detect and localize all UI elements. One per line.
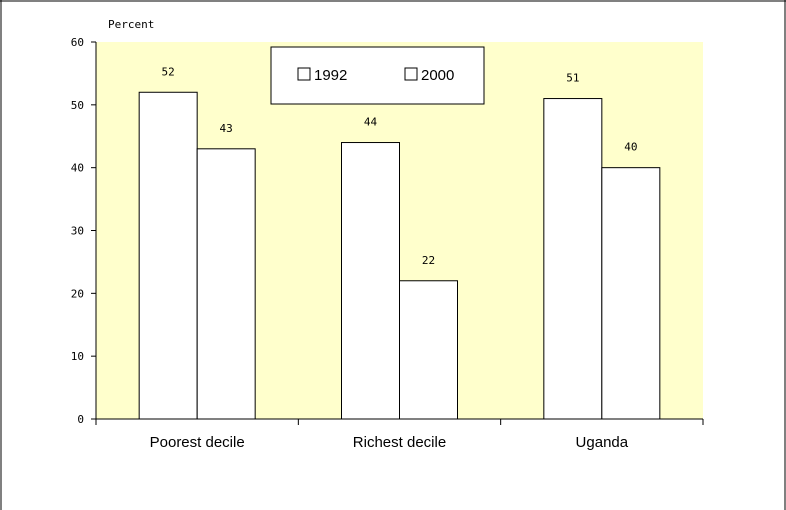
y-tick-label: 0 <box>77 413 84 426</box>
data-labels: 52 43 44 22 51 40 <box>162 65 638 267</box>
data-label: 40 <box>624 141 637 154</box>
bars <box>138 91 661 420</box>
y-tick-label: 20 <box>71 287 84 300</box>
legend-entry: 2000 <box>421 67 454 84</box>
bar-1992-1 <box>341 142 400 420</box>
x-axis: Poorest decile Richest decile Uganda <box>95 418 704 451</box>
data-label: 43 <box>220 122 233 135</box>
bar-1992-2 <box>543 98 603 420</box>
legend-entry: 1992 <box>314 67 347 84</box>
y-tick-label: 60 <box>71 36 84 49</box>
y-tick-label: 50 <box>71 99 84 112</box>
x-category-label: Poorest decile <box>150 434 245 451</box>
legend: 1992 2000 <box>270 46 485 105</box>
y-axis-label: Percent <box>108 18 154 31</box>
legend-swatch <box>404 67 418 81</box>
x-category-label: Richest decile <box>353 434 446 451</box>
y-tick-label: 40 <box>71 162 84 175</box>
bar-2000-1 <box>399 280 458 420</box>
data-label: 51 <box>566 72 579 85</box>
bar-2000-0 <box>196 148 256 420</box>
legend-swatch <box>297 67 311 81</box>
data-label: 22 <box>422 254 435 267</box>
y-tick-label: 10 <box>71 350 84 363</box>
x-category-label: Uganda <box>576 434 629 451</box>
y-tick-label: 30 <box>71 225 84 238</box>
y-axis: 0 10 20 30 40 50 60 <box>71 36 97 426</box>
data-label: 52 <box>162 65 175 78</box>
bar-1992-0 <box>138 91 198 420</box>
bar-2000-2 <box>601 167 661 420</box>
data-label: 44 <box>364 116 378 129</box>
